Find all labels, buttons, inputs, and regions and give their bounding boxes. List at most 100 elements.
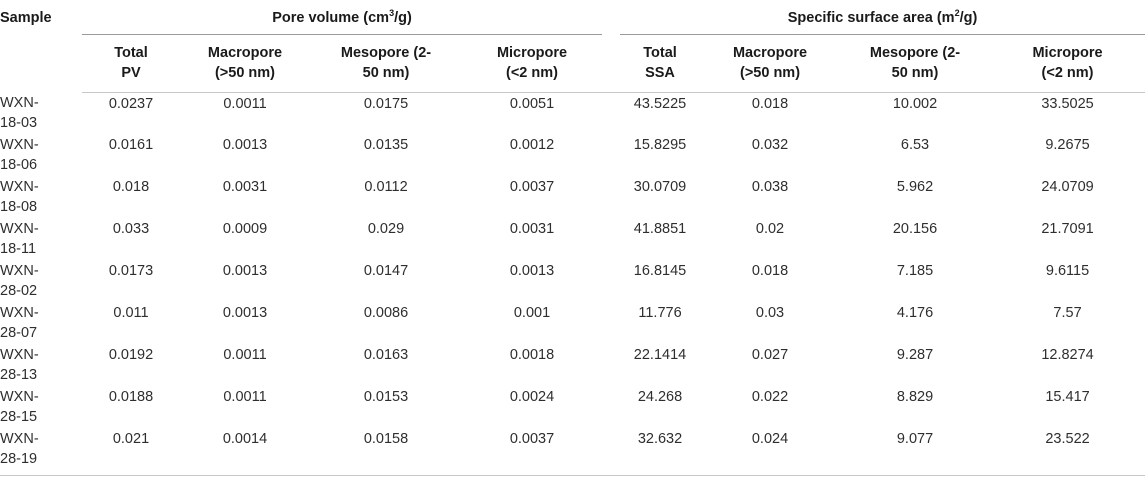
ssa-micropore-cell: 24.0709 [1041,179,1094,195]
pv-mesopore-cell: 0.0112 [364,179,408,195]
ssa-macropore-cell: 0.03 [755,305,785,321]
ssa-mesopore-cell: 7.185 [896,263,934,279]
table-row: WXN- 28-07 0.011 0.0013 0.0086 0.001 11.776 0.0… [0,302,1145,344]
sample-id-line: WXN- [0,179,39,195]
total-ssa-cell: 15.8295 [633,137,687,153]
sample-column-header: Sample [0,0,82,92]
pv-macropore-cell: 0.0011 [223,389,267,405]
pv-mesopore-cell: 0.0135 [363,137,409,153]
sample-id-line: 18-06 [0,157,38,173]
sample-id-cell: WXN- 28-15 [0,386,82,428]
surface-area-exponent: 2 [954,8,960,19]
ssa-mesopore-cell: 9.077 [840,428,991,476]
column-gap [602,344,620,386]
sample-id-line: 28-15 [0,409,38,425]
header-line: Total [114,44,148,61]
column-gap [602,260,620,302]
column-gap [602,134,620,176]
total-pv-cell: 0.0237 [108,95,154,112]
pv-mesopore-cell: 0.0153 [363,389,409,405]
total-ssa-cell: 32.632 [620,428,701,476]
sample-id-cell: WXN- 18-06 [0,134,82,176]
header-line: Macropore [732,44,808,61]
header-gap [602,34,621,93]
ssa-mesopore-cell: 4.176 [896,305,934,321]
header-line: (>50 nm) [739,64,801,81]
pv-mesopore-cell: 0.0158 [310,428,462,476]
ssa-mesopore-cell: 6.53 [900,137,930,153]
header-line: (<2 nm) [506,64,558,81]
sample-id-line: WXN- [0,389,39,405]
pv-mesopore-cell: 0.0086 [363,305,409,321]
table-row: WXN- 18-03 0.0237 0.0011 0.0175 0.0051 43.5225… [0,92,1145,134]
table-row: WXN- 28-02 0.0173 0.0013 0.0147 0.0013 16.8145… [0,260,1145,302]
header-line: SSA [645,64,675,81]
pv-micropore-cell: 0.0037 [509,179,555,195]
column-gap [602,218,620,260]
pv-micropore-cell: 0.0031 [509,221,555,237]
pv-mesopore-cell: 0.0175 [363,95,409,112]
sample-id-line: 18-11 [0,241,37,257]
sample-id-cell: WXN- 28-19 [0,428,82,476]
sample-id-line: 28-13 [0,367,38,383]
ssa-micropore-cell: 21.7091 [1041,221,1094,237]
pv-mesopore-cell: 0.029 [367,221,405,237]
sample-id-cell: WXN- 28-13 [0,344,82,386]
column-gap [602,176,620,218]
sample-id-line: 28-02 [0,283,38,299]
pv-micropore-cell: 0.0013 [509,263,555,279]
pv-macropore-cell: 0.0014 [180,428,310,476]
table-row: WXN- 28-15 0.0188 0.0011 0.0153 0.0024 24.268 0… [0,386,1145,428]
sample-id-cell: WXN- 28-02 [0,260,82,302]
pore-volume-group-header: Pore volume (cm3/g) [82,0,603,35]
header-total-pv: Total PV [82,34,180,93]
ssa-mesopore-cell: 10.002 [892,95,938,112]
ssa-mesopore-cell: 9.287 [896,347,934,363]
ssa-macropore-cell: 0.022 [751,389,789,405]
header-line: Mesopore (2- [340,44,432,61]
table-body: WXN- 18-03 0.0237 0.0011 0.0175 0.0051 43.5225… [0,92,1145,476]
table-row: WXN- 28-19 0.021 0.0014 0.0158 0.0037 32.632 0.… [0,428,1145,476]
total-pv-cell: 0.0173 [108,263,154,279]
ssa-macropore-cell: 0.027 [751,347,789,363]
total-ssa-cell: 24.268 [637,389,683,405]
ssa-macropore-cell: 0.02 [755,221,785,237]
pv-micropore-cell: 0.0018 [509,347,555,363]
sample-id-line: WXN- [0,263,39,279]
header-line: 50 nm) [891,64,939,81]
total-pv-cell: 0.011 [113,305,149,321]
column-gap [602,386,620,428]
header-line: PV [121,64,141,81]
total-pv-cell: 0.018 [112,179,150,195]
pv-macropore-cell: 0.0009 [222,221,268,237]
pv-micropore-cell: 0.0024 [509,389,555,405]
header-pv-micropore: Micropore (<2 nm) [462,34,603,93]
ssa-micropore-cell: 7.57 [1053,305,1082,321]
table-row: WXN- 28-13 0.0192 0.0011 0.0163 0.0018 22.1414… [0,344,1145,386]
sample-id-cell: WXN- 18-08 [0,176,82,218]
header-ssa-micropore: Micropore (<2 nm) [990,34,1145,93]
pv-macropore-cell: 0.0031 [222,179,268,195]
group-gap [602,0,620,34]
ssa-micropore-cell: 12.8274 [1041,347,1094,363]
ssa-mesopore-cell: 5.962 [896,179,934,195]
sample-id-cell: WXN- 18-11 [0,218,82,260]
pv-macropore-cell: 0.0011 [223,347,267,363]
pv-micropore-cell: 0.001 [513,305,551,321]
table-row: WXN- 18-06 0.0161 0.0013 0.0135 0.0012 15.8295… [0,134,1145,176]
total-ssa-cell: 16.8145 [633,263,687,279]
ssa-macropore-cell: 0.038 [751,179,789,195]
ssa-macropore-cell: 0.018 [751,263,789,279]
ssa-micropore-cell: 9.6115 [1045,263,1090,279]
header-line: Macropore [207,44,283,61]
pv-micropore-cell: 0.0037 [462,428,603,476]
pv-macropore-cell: 0.0011 [223,95,267,112]
header-total-ssa: Total SSA [620,34,701,93]
ssa-micropore-cell: 15.417 [1045,389,1090,405]
pore-volume-label: Pore volume (cm [272,10,390,26]
sample-id-line: WXN- [0,221,39,237]
ssa-macropore-cell: 0.024 [700,428,841,476]
header-line: 50 nm) [362,64,410,81]
pore-structure-table: Sample Pore volume (cm3/g) Specific surf… [0,0,1145,476]
ssa-micropore-cell: 23.522 [990,428,1145,476]
